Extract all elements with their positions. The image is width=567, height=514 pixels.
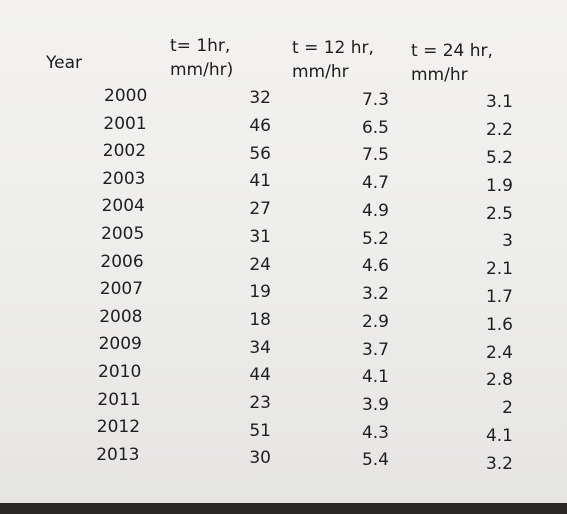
t12-header: t = 12 hr, mm/hr — [292, 36, 374, 84]
t1-cell: 51 — [249, 420, 271, 441]
t24-cell: 2.1 — [485, 259, 513, 280]
t24-cell: 1.7 — [485, 287, 513, 307]
t1-header: t= 1hr, mm/hr) — [170, 34, 233, 82]
t12-header-line2: mm/hr — [292, 62, 349, 82]
t1-cell: 19 — [249, 282, 271, 303]
t12-cell: 7.5 — [361, 145, 389, 166]
t12-cell: 5.2 — [361, 228, 389, 249]
t12-cell: 3.7 — [361, 339, 389, 360]
t12-cell: 2.9 — [361, 311, 389, 332]
year-cell: 2001 — [103, 113, 147, 134]
t1-cell: 18 — [249, 309, 271, 330]
t24-cell: 2 — [502, 398, 513, 419]
t12-header-line1: t = 12 hr, — [292, 38, 374, 58]
t24-cell: 2.2 — [485, 120, 513, 141]
t12-cell: 7.3 — [361, 90, 389, 110]
t12-cell: 3.2 — [361, 284, 389, 305]
t24-header-line2: mm/hr — [411, 65, 468, 85]
t24-cell: 2.4 — [485, 342, 513, 363]
year-cell: 2003 — [102, 168, 146, 189]
year-cell: 2012 — [96, 417, 141, 438]
t1-header-line1: t= 1hr, — [170, 36, 231, 56]
t12-cell: 4.1 — [361, 367, 389, 388]
year-cell: 2008 — [99, 306, 143, 327]
year-cell: 2011 — [97, 389, 141, 410]
year-cell: 2004 — [101, 196, 145, 217]
year-cell: 2013 — [96, 444, 140, 465]
t1-cell: 41 — [249, 171, 271, 192]
t1-cell: 56 — [249, 143, 271, 164]
t1-cell: 31 — [249, 226, 271, 247]
document-page: Year t= 1hr, mm/hr) t = 12 hr, mm/hr t =… — [0, 0, 567, 503]
t24-cell: 3 — [502, 231, 513, 252]
t24-header: t = 24 hr, mm/hr — [411, 39, 493, 87]
page-edge-shadow — [0, 503, 567, 514]
year-cell: 2007 — [99, 279, 144, 300]
t1-cell: 23 — [249, 392, 271, 413]
t1-cell: 34 — [249, 337, 271, 358]
t12-cell: 4.3 — [361, 422, 389, 443]
t1-header-line2: mm/hr) — [170, 60, 234, 80]
t24-header-line1: t = 24 hr, — [411, 41, 493, 61]
t1-cell: 46 — [249, 116, 271, 137]
t1-cell: 30 — [249, 448, 271, 469]
year-cell: 2000 — [104, 86, 148, 106]
year-header-label: Year — [46, 53, 82, 73]
year-cell: 2006 — [100, 251, 144, 272]
t24-cell: 3.1 — [485, 92, 513, 113]
year-cell: 2005 — [101, 224, 145, 244]
t24-cell: 4.1 — [485, 426, 513, 446]
t24-cell: 1.9 — [485, 175, 513, 196]
t12-cell: 5.4 — [361, 450, 389, 471]
year-cell: 2002 — [102, 141, 147, 162]
t24-cell: 2.5 — [485, 203, 513, 224]
t12-cell: 6.5 — [361, 117, 389, 138]
t1-cell: 44 — [249, 365, 271, 386]
t12-cell: 3.9 — [361, 395, 389, 415]
year-cell: 2010 — [98, 362, 142, 382]
t12-cell: 4.6 — [361, 256, 389, 277]
t24-cell: 3.2 — [485, 453, 513, 474]
t24-cell: 5.2 — [485, 148, 513, 168]
t12-cell: 4.9 — [361, 200, 389, 221]
t24-cell: 1.6 — [485, 314, 513, 335]
t12-cell: 4.7 — [361, 173, 389, 194]
t1-cell: 27 — [249, 199, 271, 220]
t1-cell: 32 — [249, 88, 271, 109]
year-header: Year — [46, 51, 82, 75]
t24-cell: 2.8 — [485, 370, 513, 391]
year-cell: 2009 — [98, 334, 142, 355]
t1-cell: 24 — [249, 254, 271, 275]
